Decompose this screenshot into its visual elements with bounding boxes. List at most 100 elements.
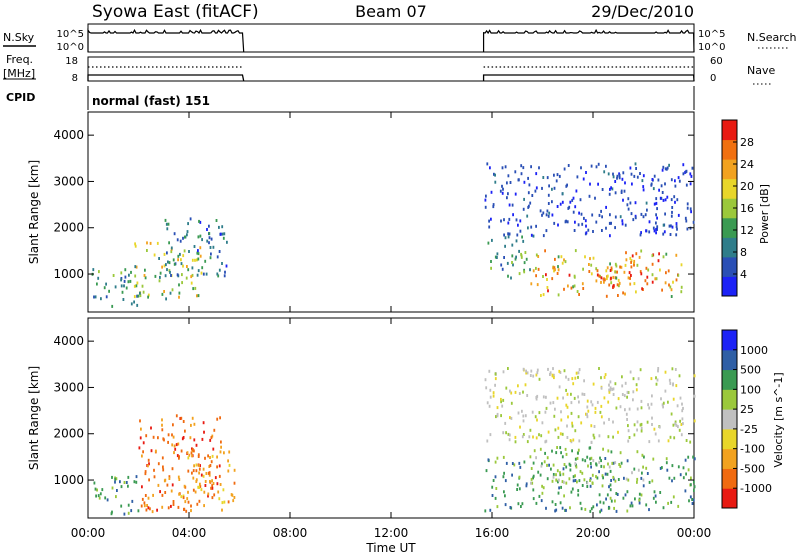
xtick-label: 04:00 [172,526,207,540]
range-cell [521,502,524,506]
range-cell [580,212,583,216]
range-cell [624,292,626,296]
range-cell [657,259,660,263]
range-cell [656,227,658,231]
range-cell [674,420,677,424]
range-cell [123,481,126,484]
range-cell [578,479,581,483]
range-cell [532,234,535,238]
range-cell [204,480,207,483]
range-cell [146,249,148,252]
range-cell [186,230,189,234]
range-cell [652,496,655,500]
range-cell [548,184,550,188]
range-cell [574,249,577,253]
range-cell [655,277,658,281]
colorbar-segment [722,409,737,430]
colorbar-tick-label: 28 [740,136,754,149]
range-cell [623,476,625,480]
range-cell [608,388,610,392]
range-cell [670,198,673,202]
range-cell [633,174,636,178]
range-cell [182,264,184,268]
range-cell [554,503,557,506]
range-cell [650,182,653,186]
range-cell [504,494,506,498]
range-cell [535,224,537,228]
range-cell [620,461,623,465]
range-cell [147,506,150,510]
range-cell [586,413,588,416]
range-cell [560,410,562,414]
range-cell [684,458,687,462]
range-cell [634,201,637,205]
range-cell [548,211,551,215]
colorbar-segment [722,488,737,509]
range-cell [510,276,512,280]
range-cell [173,232,176,236]
range-cell [654,494,657,498]
range-cell [592,505,595,509]
range-cell [629,276,631,280]
range-cell [194,490,197,494]
range-cell [503,471,505,475]
range-cell [131,499,134,503]
range-cell [180,449,183,453]
range-cell [231,493,234,497]
range-cell [625,251,627,255]
range-cell [143,504,146,508]
range-cell [684,216,687,220]
range-cell [492,479,495,482]
range-cell [600,508,603,512]
range-cell [608,383,610,387]
range-cell [578,368,581,372]
range-cell [589,477,592,481]
range-cell [190,504,192,508]
range-cell [671,479,673,483]
range-cell [537,470,540,474]
range-cell [494,255,497,259]
range-cell [570,490,573,494]
range-cell [645,466,648,470]
range-cell [627,424,629,428]
range-cell [496,406,499,410]
range-cell [623,394,626,398]
range-cell [152,435,155,439]
range-cell [484,198,487,202]
range-cell [489,166,491,170]
range-cell [162,468,165,472]
range-cell [590,400,593,404]
range-cell [568,205,571,209]
range-cell [496,456,499,460]
range-cell [98,270,100,274]
range-cell [489,433,492,437]
colorbar-segment [722,428,737,450]
range-cell [640,406,643,410]
range-cell [617,478,620,481]
range-cell [496,505,499,509]
range-cell [586,455,589,459]
colorbar-segment [722,389,737,410]
range-cell [635,252,638,256]
range-cell [640,272,643,276]
range-cell [673,436,676,440]
range-cell [191,454,193,458]
range-cell [599,510,601,514]
range-cell [607,506,610,510]
range-cell [669,381,672,385]
range-cell [556,173,559,177]
range-cell [186,451,189,455]
range-cell [648,406,651,410]
range-cell [576,175,579,179]
range-cell [621,393,624,396]
range-cell [554,509,556,513]
range-cell [196,258,198,262]
range-cell [145,434,148,438]
range-cell [182,496,185,500]
range-cell [187,500,190,504]
range-cell [511,203,514,207]
range-cell [609,187,611,191]
range-cell [105,295,108,299]
range-cell [114,477,117,481]
